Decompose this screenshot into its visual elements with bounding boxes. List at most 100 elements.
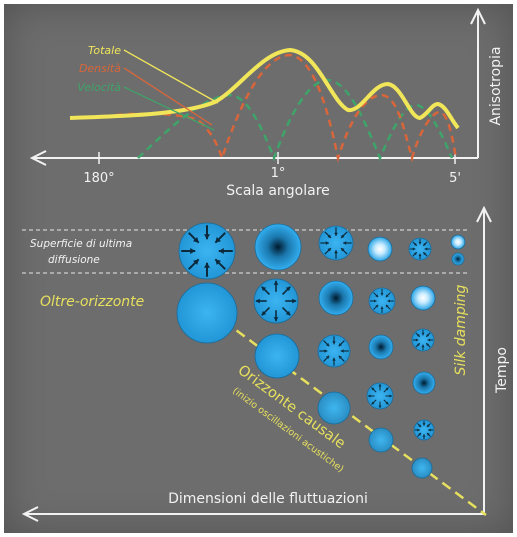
legend-velocity: Velocità [77,81,121,94]
angular-scale-label: Scala angolare [226,183,330,199]
fluctuation-blob [367,236,393,262]
inward-arrow-icon [327,248,331,252]
fluctuations-panel: Superficie di ultima diffusione Oltre-or… [21,205,510,522]
inward-arrow-icon [415,338,419,342]
outward-arrow-icon [385,387,389,391]
time-axis-arrow-up-icon [476,205,492,223]
outward-arrow-icon [273,317,279,322]
fluctuation-blob [254,223,302,271]
inward-arrows-blob [317,334,351,368]
inward-arrow-icon [422,423,426,426]
outward-arrow-icon [371,401,375,405]
legend-total: Totale [88,44,121,57]
tick-label-180: 180° [83,171,114,186]
inward-arrow-icon [334,250,338,254]
inward-arrow-icon [341,248,345,252]
inward-arrow-icon [426,424,430,428]
inward-arrow-icon [343,241,347,245]
inward-arrow-icon [428,428,431,432]
inward-arrow-icon [375,304,379,308]
inward-arrow-icon [426,333,430,337]
inward-arrow-icon [426,432,430,436]
last-scattering-label-2: diffusione [48,254,100,266]
inward-arrow-icon [385,294,389,298]
inward-arrow-icon [341,234,345,238]
inward-arrow-icon [418,432,422,436]
outward-arrow-icon [261,286,267,292]
fluctuation-blob [368,334,394,360]
inward-arrow-icon [215,259,222,266]
figure-frame [4,4,513,533]
axis-arrow-left-icon [29,150,47,166]
blob-circle [254,223,302,271]
blob-circle [368,334,394,360]
inward-arrow-icon [418,253,422,257]
blob-circle [368,427,394,453]
inward-arrows-blob [368,287,396,315]
inward-arrows-blob [411,328,435,352]
inward-arrow-icon [424,247,428,251]
inward-arrow-icon [417,428,420,432]
inward-arrow-icon [332,357,336,361]
inward-arrow-icon [325,342,330,347]
blob-circle [367,236,393,262]
tick-label-1deg: 1° [271,166,286,181]
inward-arrow-icon [380,306,384,309]
anisotropy-label: Anisotropia [488,46,504,125]
inward-arrows-blob [178,222,236,280]
inward-arrow-icon [427,338,431,342]
inward-arrow-icon [332,341,336,345]
inward-arrow-icon [324,349,328,353]
inward-arrow-icon [422,434,426,437]
inward-arrow-icon [340,349,344,353]
tick-label-5min: 5' [449,171,461,186]
inward-arrow-icon [413,242,417,246]
density-curve [91,53,458,163]
inward-arrow-icon [338,355,343,360]
fluctuation-blob [451,252,465,266]
outward-arrow-icon [385,401,389,405]
blob-circle [254,333,300,379]
inward-arrow-icon [421,344,425,348]
outward-arrow-icon [285,310,291,316]
fluctuation-blob [317,391,351,425]
legend-leader-total [123,49,219,104]
legend-leader-density [123,67,213,126]
inward-arrow-icon [418,424,422,428]
inward-arrow-icon [426,343,430,347]
inward-arrow-icon [334,232,338,236]
fluctuation-blob [412,371,436,395]
time-label: Tempo [494,347,510,394]
inward-arrow-icon [325,355,330,360]
fluctuation-blob [176,282,238,344]
outward-arrow-icon [261,310,267,316]
inward-arrow-icon [190,247,196,255]
blob-circle [412,371,436,395]
fluctuation-blob [368,427,394,453]
blob-circle [451,252,465,266]
inward-arrow-icon [325,241,329,245]
inward-arrow-icon [327,234,331,238]
inward-arrow-icon [423,242,427,246]
spectrum-panel: Totale Densità Velocità 180° 1° 5' Scala… [29,7,504,199]
axis-arrow-up-icon [470,7,486,25]
outward-arrow-icon [368,394,371,398]
inward-arrow-icon [338,342,343,347]
velocity-curve [137,78,454,162]
fluctuation-blob [254,333,300,379]
fluctuation-blob [450,234,466,250]
inward-arrow-icon [203,262,211,268]
inward-arrow-icon [192,236,199,243]
inward-arrow-icon [416,333,420,337]
inward-arrows-blob [318,225,354,261]
inward-arrow-icon [380,293,384,296]
inward-arrow-icon [387,299,390,303]
outward-arrow-icon [371,387,375,391]
outward-arrow-icon [255,298,260,304]
inward-arrow-icon [203,234,211,240]
blob-circle [411,457,433,479]
legend-leader-velocity [123,86,215,131]
inward-arrows-blob [413,419,435,441]
blob-circle [410,285,436,311]
inward-arrows-blob [408,237,432,261]
